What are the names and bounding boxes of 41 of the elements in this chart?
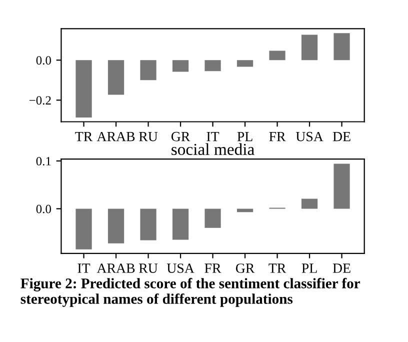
x-tick-label: USA bbox=[296, 132, 324, 142]
bar bbox=[204, 208, 221, 228]
bar bbox=[334, 33, 350, 60]
x-tick-label: USA bbox=[166, 264, 194, 273]
bar bbox=[108, 60, 124, 95]
chart-title: social media bbox=[172, 143, 254, 156]
bar bbox=[172, 208, 189, 240]
bar bbox=[236, 60, 254, 67]
y-tick-label: 0.0 bbox=[36, 56, 51, 65]
bar bbox=[76, 60, 92, 118]
bar bbox=[334, 164, 350, 209]
x-tick-label: TR bbox=[268, 264, 286, 273]
x-tick-label: DE bbox=[332, 264, 350, 273]
bar bbox=[204, 60, 221, 72]
x-tick-label: GR bbox=[236, 264, 255, 273]
y-tick-label: 0.1 bbox=[36, 156, 51, 166]
y-tick-label: 0.0 bbox=[36, 204, 51, 214]
x-tick-label: ARAB bbox=[96, 264, 135, 273]
bar bbox=[269, 50, 286, 60]
y-tick-label: −0.2 bbox=[29, 96, 51, 105]
bar bbox=[140, 208, 156, 240]
bar bbox=[140, 60, 156, 80]
x-tick-label: RU bbox=[139, 264, 158, 273]
x-tick-label: PL bbox=[237, 132, 252, 142]
x-tick-label: RU bbox=[139, 132, 158, 142]
x-tick-label: DE bbox=[332, 132, 350, 142]
x-tick-label: GR bbox=[171, 132, 190, 142]
bar bbox=[301, 34, 318, 60]
x-tick-label: FR bbox=[269, 132, 286, 142]
x-tick-label: IT bbox=[78, 264, 90, 273]
x-tick-label: TR bbox=[75, 132, 93, 142]
x-tick-label: FR bbox=[204, 264, 222, 273]
bar bbox=[172, 60, 189, 72]
bar bbox=[236, 208, 254, 212]
x-tick-label: ARAB bbox=[96, 132, 135, 142]
x-tick-label: PL bbox=[302, 264, 317, 273]
bar bbox=[108, 208, 124, 244]
bar bbox=[76, 208, 92, 250]
x-tick-label: IT bbox=[206, 132, 220, 142]
bar bbox=[301, 198, 318, 209]
caption: Figure 2: Predicted score of the sentiment classifier for stereotypical names of different populations bbox=[20, 278, 360, 307]
